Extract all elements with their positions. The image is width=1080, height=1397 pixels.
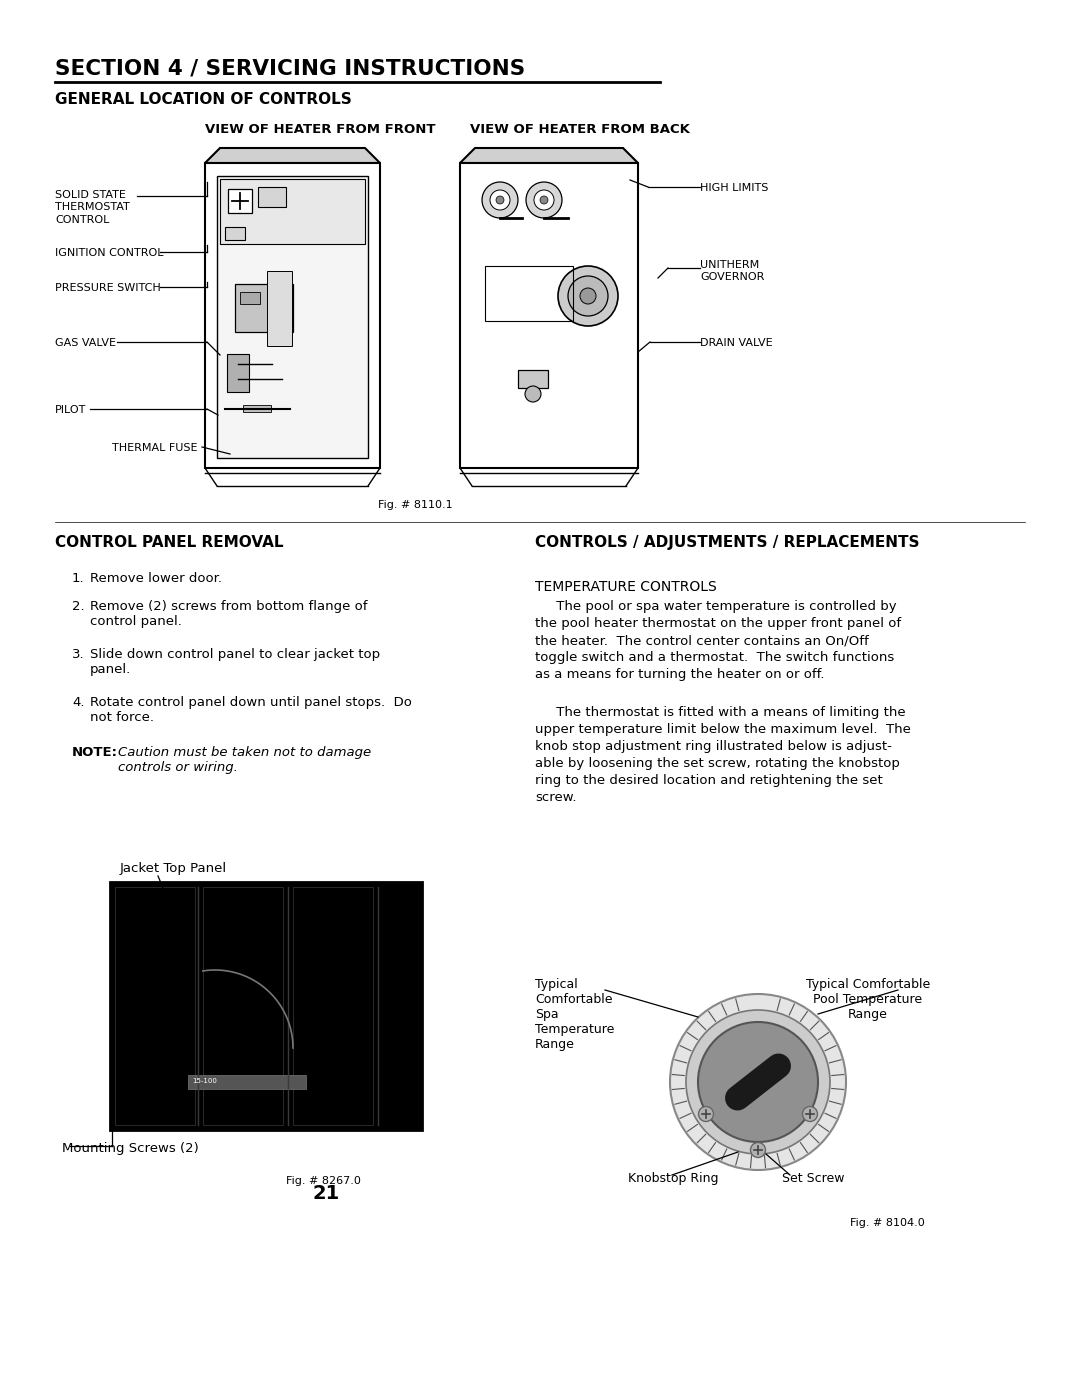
Circle shape (534, 190, 554, 210)
Bar (110, 882, 422, 1130)
Text: Remove lower door.: Remove lower door. (90, 571, 222, 585)
Polygon shape (205, 148, 380, 163)
Text: GAS VALVE: GAS VALVE (55, 338, 116, 348)
Text: 21: 21 (312, 1185, 339, 1203)
Bar (217, 176, 368, 458)
Text: 4.: 4. (72, 696, 84, 710)
Circle shape (802, 1106, 818, 1122)
Text: Set Screw: Set Screw (782, 1172, 845, 1185)
Text: the heater.  The control center contains an On/Off: the heater. The control center contains … (535, 634, 868, 647)
Text: upper temperature limit below the maximum level.  The: upper temperature limit below the maximu… (535, 724, 910, 736)
Bar (203, 887, 283, 1125)
Bar (243, 405, 271, 412)
Text: screw.: screw. (535, 791, 577, 805)
Circle shape (526, 182, 562, 218)
Circle shape (580, 288, 596, 305)
Text: CONTROL PANEL REMOVAL: CONTROL PANEL REMOVAL (55, 535, 283, 550)
Text: PILOT: PILOT (55, 405, 86, 415)
Text: Fig. # 8267.0: Fig. # 8267.0 (286, 1176, 361, 1186)
Circle shape (490, 190, 510, 210)
Bar (293, 887, 373, 1125)
Bar (188, 1076, 306, 1090)
Text: NOTE:: NOTE: (72, 746, 118, 759)
Circle shape (540, 196, 548, 204)
Polygon shape (460, 148, 638, 163)
Text: Slide down control panel to clear jacket top
panel.: Slide down control panel to clear jacket… (90, 648, 380, 676)
Text: Typical
Comfortable
Spa
Temperature
Range: Typical Comfortable Spa Temperature Rang… (535, 978, 615, 1051)
Text: DRAIN VALVE: DRAIN VALVE (700, 338, 772, 348)
Text: knob stop adjustment ring illustrated below is adjust-: knob stop adjustment ring illustrated be… (535, 740, 892, 753)
Text: as a means for turning the heater on or off.: as a means for turning the heater on or … (535, 668, 824, 680)
Circle shape (558, 265, 618, 326)
Text: Mounting Screws (2): Mounting Screws (2) (62, 1141, 199, 1155)
Text: HIGH LIMITS: HIGH LIMITS (700, 183, 768, 193)
Circle shape (698, 1023, 818, 1141)
Text: IGNITION CONTROL: IGNITION CONTROL (55, 249, 163, 258)
Text: SOLID STATE
THERMOSTAT
CONTROL: SOLID STATE THERMOSTAT CONTROL (55, 190, 130, 225)
Text: Typical Comfortable
Pool Temperature
Range: Typical Comfortable Pool Temperature Ran… (806, 978, 930, 1021)
Text: Rotate control panel down until panel stops.  Do
not force.: Rotate control panel down until panel st… (90, 696, 411, 724)
Text: TEMPERATURE CONTROLS: TEMPERATURE CONTROLS (535, 580, 717, 594)
Text: 1.: 1. (72, 571, 84, 585)
Bar (460, 163, 638, 468)
Bar (258, 187, 286, 207)
Text: the pool heater thermostat on the upper front panel of: the pool heater thermostat on the upper … (535, 617, 901, 630)
Bar (518, 370, 548, 388)
Text: PRESSURE SWITCH: PRESSURE SWITCH (55, 284, 161, 293)
Text: VIEW OF HEATER FROM BACK: VIEW OF HEATER FROM BACK (470, 123, 690, 136)
Circle shape (496, 196, 504, 204)
Bar (220, 179, 365, 244)
Circle shape (568, 277, 608, 316)
Text: The pool or spa water temperature is controlled by: The pool or spa water temperature is con… (535, 599, 896, 613)
Bar (114, 887, 195, 1125)
Text: 2.: 2. (72, 599, 84, 613)
Bar (267, 271, 292, 346)
Circle shape (686, 1010, 831, 1154)
Text: GENERAL LOCATION OF CONTROLS: GENERAL LOCATION OF CONTROLS (55, 92, 352, 108)
Bar (227, 353, 249, 393)
Circle shape (482, 182, 518, 218)
Text: UNITHERM
GOVERNOR: UNITHERM GOVERNOR (700, 260, 765, 282)
Text: THERMAL FUSE: THERMAL FUSE (112, 443, 198, 453)
Text: Knobstop Ring: Knobstop Ring (627, 1172, 718, 1185)
Bar (235, 284, 293, 332)
Text: ring to the desired location and retightening the set: ring to the desired location and retight… (535, 774, 882, 787)
Circle shape (670, 995, 846, 1171)
Text: CONTROLS / ADJUSTMENTS / REPLACEMENTS: CONTROLS / ADJUSTMENTS / REPLACEMENTS (535, 535, 919, 550)
Circle shape (751, 1143, 766, 1158)
Bar (225, 226, 245, 240)
Text: Fig. # 8110.1: Fig. # 8110.1 (378, 500, 453, 510)
Text: SECTION 4 / SERVICING INSTRUCTIONS: SECTION 4 / SERVICING INSTRUCTIONS (55, 59, 525, 78)
Text: able by loosening the set screw, rotating the knobstop: able by loosening the set screw, rotatin… (535, 757, 900, 770)
Text: Remove (2) screws from bottom flange of
control panel.: Remove (2) screws from bottom flange of … (90, 599, 367, 629)
Circle shape (525, 386, 541, 402)
Bar (228, 189, 252, 212)
Bar (485, 265, 573, 321)
Text: 3.: 3. (72, 648, 84, 661)
Text: VIEW OF HEATER FROM FRONT: VIEW OF HEATER FROM FRONT (205, 123, 435, 136)
Text: The thermostat is fitted with a means of limiting the: The thermostat is fitted with a means of… (535, 705, 906, 719)
Text: 15-100: 15-100 (192, 1078, 217, 1084)
Text: toggle switch and a thermostat.  The switch functions: toggle switch and a thermostat. The swit… (535, 651, 894, 664)
Text: Caution must be taken not to damage
controls or wiring.: Caution must be taken not to damage cont… (118, 746, 372, 774)
Bar (205, 163, 380, 468)
Bar (240, 292, 260, 305)
Text: Jacket Top Panel: Jacket Top Panel (120, 862, 227, 875)
Circle shape (699, 1106, 714, 1122)
Text: Fig. # 8104.0: Fig. # 8104.0 (850, 1218, 924, 1228)
